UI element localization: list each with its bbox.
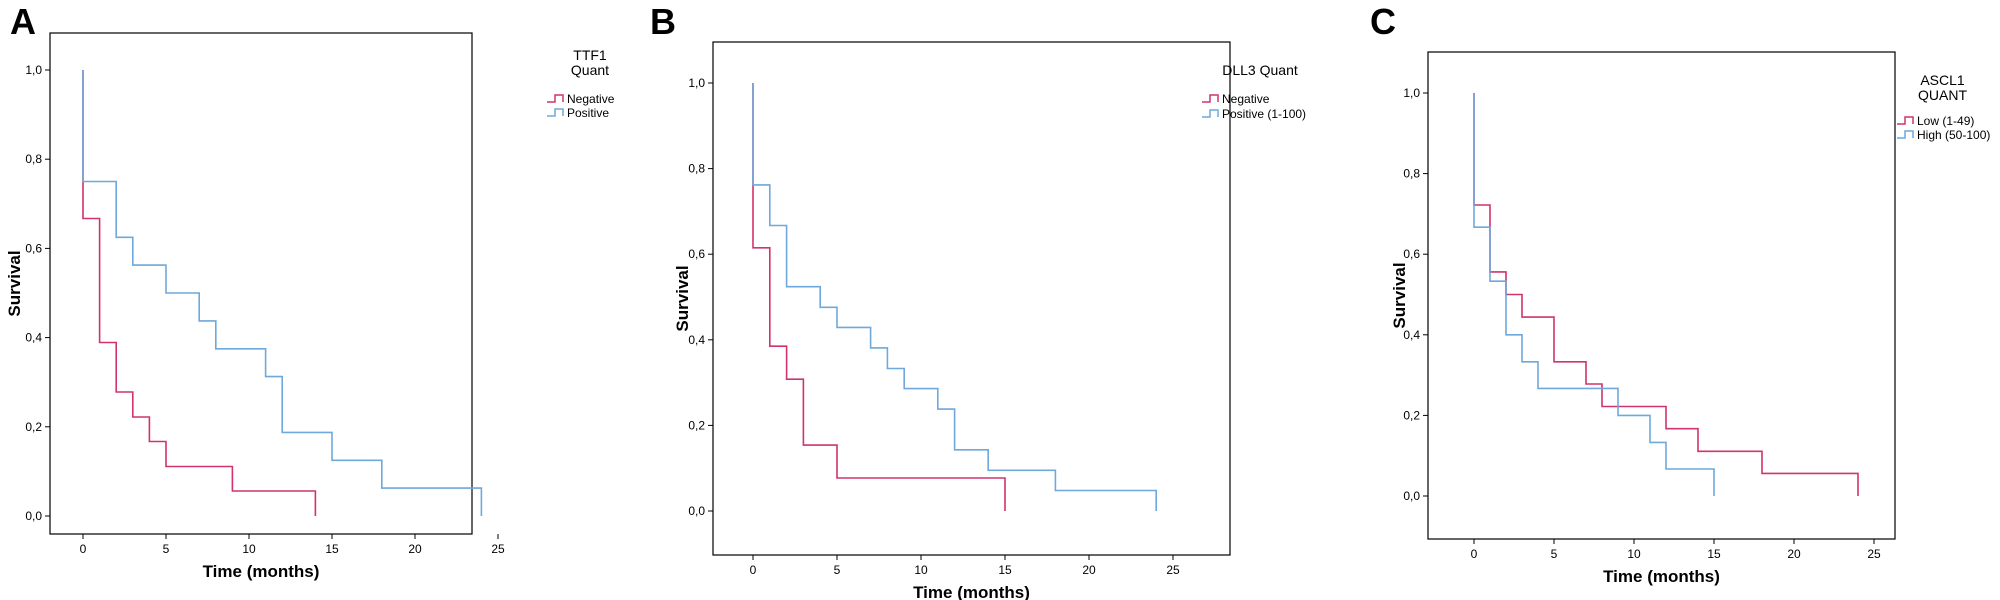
y-tick-label: 0,0 (688, 504, 705, 518)
x-tick-label: 10 (1627, 547, 1641, 561)
legend-label: Positive (1-100) (1222, 107, 1306, 121)
survival-curve-group-2 (1473, 93, 1715, 496)
plot-frame (49, 32, 473, 535)
y-tick-label: 0,2 (1403, 408, 1420, 422)
y-tick-label: 0,4 (25, 331, 42, 345)
survival-curve-group-2 (752, 83, 1157, 511)
x-tick-label: 15 (1707, 547, 1721, 561)
x-tick-label: 15 (998, 563, 1012, 577)
y-tick-label: 0,0 (25, 509, 42, 523)
legend-title: DLL3 Quant (1222, 62, 1298, 78)
y-axis-label: Survival (1390, 262, 1409, 328)
plot-frame (712, 41, 1231, 556)
legend-title: TTF1 Quant (571, 47, 609, 78)
y-axis-label: Survival (673, 265, 692, 331)
x-tick-label: 20 (1787, 547, 1801, 561)
y-axis-label: Survival (5, 250, 24, 316)
x-axis-label: Time (months) (913, 583, 1030, 600)
panel-a: A 0,0 0,2 0,4 0,6 0,8 1,0 0 5 10 15 20 25 Time (month… (5, 1, 615, 581)
y-tick-label: 0,2 (25, 420, 42, 434)
x-tick-label: 0 (80, 542, 87, 556)
legend-swatch (1897, 130, 1914, 139)
x-tick-label: 20 (1082, 563, 1096, 577)
legend-label: Low (1-49) (1917, 114, 1974, 128)
y-tick-label: 0,4 (1403, 328, 1420, 342)
legend-label: High (50-100) (1917, 128, 1990, 142)
y-tick-label: 1,0 (25, 63, 42, 77)
y-tick-label: 0,6 (25, 241, 42, 255)
legend-title: ASCL1 QUANT (1918, 72, 1967, 103)
legend-swatch (1897, 116, 1914, 125)
survival-curve-group-1 (82, 70, 317, 516)
survival-curve-group-1 (752, 83, 1006, 511)
x-tick-label: 5 (163, 542, 170, 556)
x-tick-label: 15 (325, 542, 339, 556)
panel-letter: C (1370, 1, 1396, 42)
x-tick-label: 25 (491, 542, 505, 556)
x-tick-label: 5 (1551, 547, 1558, 561)
x-tick-label: 10 (242, 542, 256, 556)
legend-label: Negative (1222, 92, 1270, 106)
x-tick-label: 0 (1471, 547, 1478, 561)
x-tick-label: 5 (834, 563, 841, 577)
y-tick-label: 0,6 (688, 247, 705, 261)
y-tick-label: 0,8 (1403, 167, 1420, 181)
y-tick-label: 0,8 (25, 152, 42, 166)
x-tick-label: 25 (1867, 547, 1881, 561)
panel-letter: A (10, 1, 36, 42)
x-tick-label: 25 (1166, 563, 1180, 577)
y-tick-label: 0,6 (1403, 247, 1420, 261)
panel-letter: B (650, 1, 676, 42)
x-axis-label: Time (months) (203, 562, 320, 581)
x-tick-label: 0 (750, 563, 757, 577)
legend-label: Positive (567, 106, 609, 120)
y-tick-label: 1,0 (1403, 86, 1420, 100)
y-tick-label: 0,0 (1403, 489, 1420, 503)
legend-swatch (1202, 109, 1219, 118)
x-axis-label: Time (months) (1603, 567, 1720, 586)
panel-c: C 0,0 0,2 0,4 0,6 0,8 1,0 0 5 10 15 20 25 Time (month… (1370, 1, 1990, 586)
y-tick-label: 0,4 (688, 333, 705, 347)
y-tick-label: 1,0 (688, 76, 705, 90)
x-tick-label: 20 (408, 542, 422, 556)
x-tick-label: 10 (914, 563, 928, 577)
legend-label: Negative (567, 92, 615, 106)
y-tick-label: 0,2 (688, 418, 705, 432)
legend-swatch (547, 94, 564, 103)
survival-curve-group-1 (1473, 93, 1859, 496)
survival-curve-group-2 (82, 70, 483, 516)
y-tick-label: 0,8 (688, 162, 705, 176)
legend-swatch (547, 108, 564, 117)
plot-frame (1427, 51, 1896, 540)
panel-b: B 0,0 0,2 0,4 0,6 0,8 1,0 0 5 10 15 20 25 Time (month… (650, 1, 1306, 600)
legend-swatch (1202, 94, 1219, 103)
